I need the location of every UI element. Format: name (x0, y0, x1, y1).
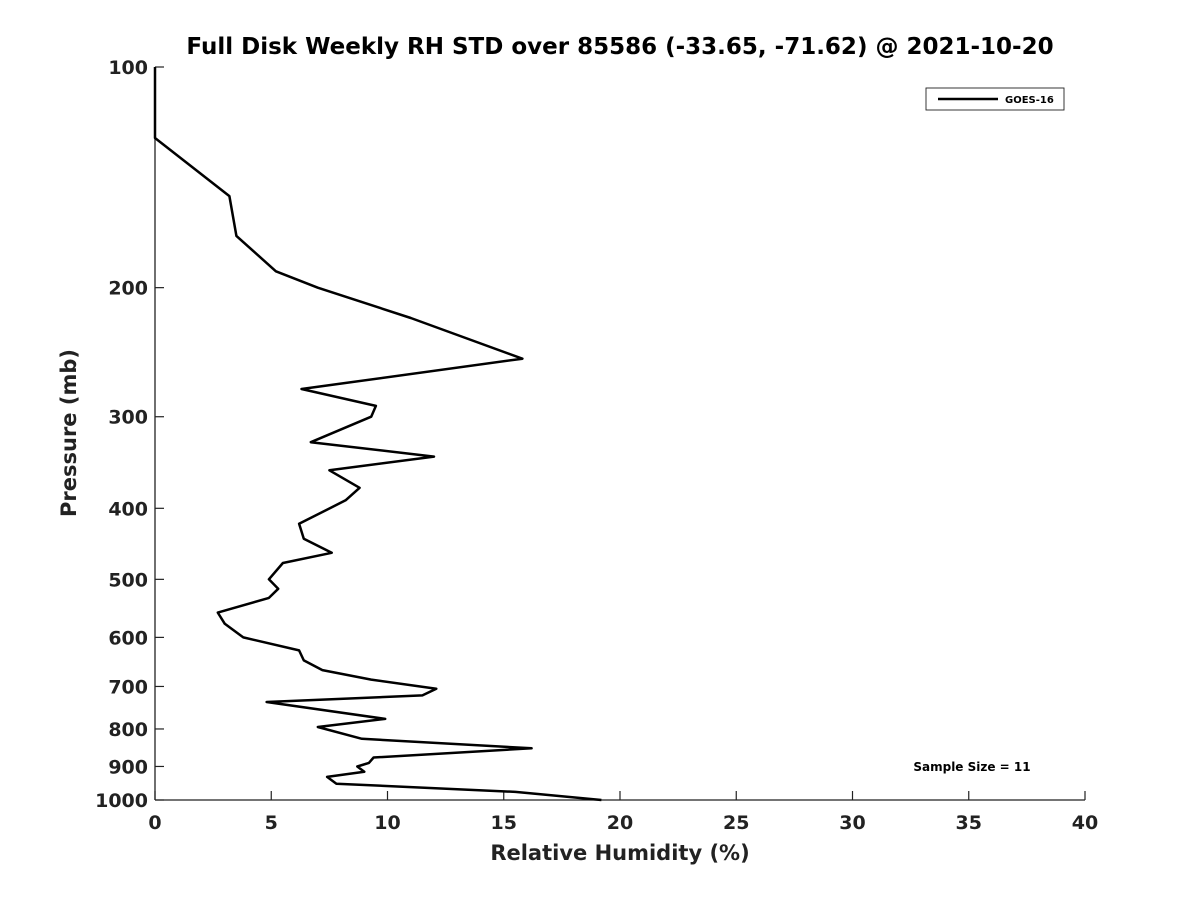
y-tick-label: 900 (108, 756, 148, 778)
y-tick-label: 800 (108, 719, 148, 741)
x-tick-label: 40 (1072, 812, 1098, 834)
y-tick-label: 1000 (95, 790, 148, 812)
y-tick-label: 300 (108, 407, 148, 429)
x-axis-ticks: 0 5 10 15 20 25 30 35 40 (148, 791, 1098, 834)
chart-legend: GOES-16 (925, 87, 1065, 111)
y-tick-label: 500 (108, 569, 148, 591)
x-tick-label: 5 (265, 812, 278, 834)
x-tick-label: 0 (148, 812, 161, 834)
y-axis-ticks: 100 200 300 400 500 600 700 800 900 1000 (95, 57, 164, 812)
y-tick-label: 400 (108, 498, 148, 520)
y-tick-label: 600 (108, 627, 148, 649)
x-tick-label: 30 (839, 812, 865, 834)
y-tick-label: 100 (108, 57, 148, 79)
y-axis-label: Pressure (mb) (57, 349, 81, 517)
sample-size-annotation: Sample Size = 11 (913, 760, 1030, 774)
legend-entry-goes-16: GOES-16 (1005, 95, 1054, 106)
x-tick-label: 10 (374, 812, 400, 834)
y-tick-label: 700 (108, 676, 148, 698)
chart-title: Full Disk Weekly RH STD over 85586 (-33.… (186, 34, 1053, 60)
x-tick-label: 35 (956, 812, 982, 834)
series-line-goes-16 (153, 67, 602, 802)
series-layer (153, 67, 602, 802)
x-tick-label: 20 (607, 812, 633, 834)
x-tick-label: 15 (491, 812, 517, 834)
x-tick-label: 25 (723, 812, 749, 834)
y-tick-label: 200 (108, 278, 148, 300)
plot-area: 0 5 10 15 20 25 30 35 40 100 200 300 400 500 600 700 80… (95, 57, 1098, 834)
x-axis-label: Relative Humidity (%) (490, 841, 749, 865)
